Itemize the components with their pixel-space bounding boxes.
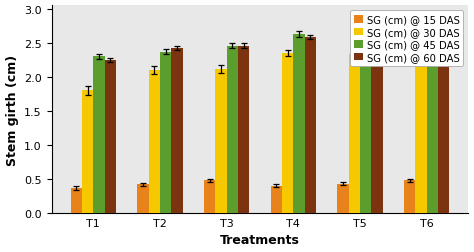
Bar: [360, 37, 372, 213]
Y-axis label: Stem girth (cm): Stem girth (cm): [6, 54, 18, 165]
Bar: [82, 91, 93, 213]
Bar: [148, 71, 160, 213]
Bar: [160, 52, 171, 213]
Bar: [171, 48, 182, 213]
Bar: [215, 69, 227, 213]
Bar: [416, 58, 427, 213]
Bar: [238, 46, 249, 213]
Bar: [349, 55, 360, 213]
X-axis label: Treatments: Treatments: [220, 234, 300, 246]
Bar: [105, 60, 116, 213]
Legend: SG (cm) @ 15 DAS, SG (cm) @ 30 DAS, SG (cm) @ 45 DAS, SG (cm) @ 60 DAS: SG (cm) @ 15 DAS, SG (cm) @ 30 DAS, SG (…: [349, 11, 464, 67]
Bar: [71, 188, 82, 213]
Bar: [204, 181, 215, 213]
Bar: [137, 185, 148, 213]
Bar: [438, 40, 449, 213]
Bar: [404, 181, 416, 213]
Bar: [271, 186, 282, 213]
Bar: [293, 35, 305, 213]
Bar: [282, 54, 293, 213]
Bar: [305, 38, 316, 213]
Bar: [337, 184, 349, 213]
Bar: [427, 38, 438, 213]
Bar: [93, 57, 105, 213]
Bar: [372, 38, 383, 213]
Bar: [227, 46, 238, 213]
